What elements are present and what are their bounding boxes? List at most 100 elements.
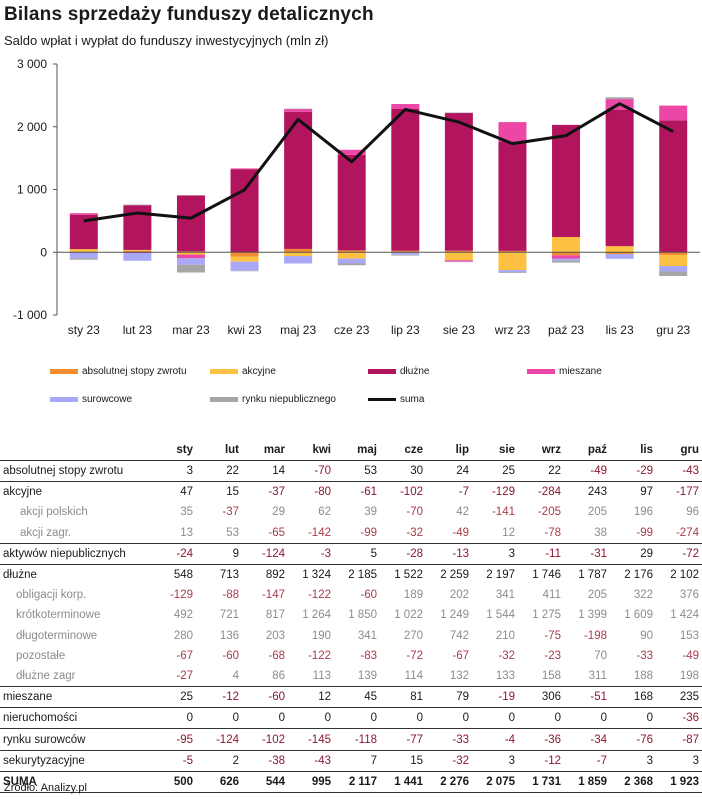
bar-absolutnej-stopy-zwrotu-6 bbox=[337, 250, 366, 253]
table-cell: 995 bbox=[288, 770, 334, 794]
bar-surowcowe-11 bbox=[605, 254, 634, 259]
legend-swatch bbox=[210, 397, 238, 402]
table-cell: 205 bbox=[587, 589, 607, 602]
table-cell: 376 bbox=[679, 589, 699, 602]
x-tick-label: paź 23 bbox=[548, 323, 584, 337]
table-cell: 544 bbox=[242, 770, 288, 794]
table-cell: 45 bbox=[334, 686, 380, 708]
table-cell: -72 bbox=[656, 542, 702, 565]
table-cell: -49 bbox=[452, 526, 469, 539]
table-row: krótkoterminowe 492 721 817 1 264 1 850 1 022 1… bbox=[0, 605, 702, 625]
bar-d-u-ne-10 bbox=[552, 124, 581, 238]
table-row: absolutnej stopy zwrotu 3 22 14 -70 53 30 24 25 2… bbox=[0, 459, 702, 482]
bar-d-u-ne-3 bbox=[176, 195, 205, 252]
column-header: sie bbox=[499, 444, 515, 456]
header-corner bbox=[0, 440, 150, 461]
table-cell: -13 bbox=[426, 542, 472, 565]
table-cell: 1 746 bbox=[518, 563, 564, 586]
table-cell: 3 bbox=[472, 749, 518, 772]
table-cell: 713 bbox=[196, 563, 242, 586]
table-cell: 25 bbox=[472, 459, 518, 482]
legend-label: absolutnej stopy zwrotu bbox=[82, 366, 187, 377]
series-line-suma bbox=[83, 102, 674, 223]
table-cell: 24 bbox=[426, 459, 472, 482]
legend-label: suma bbox=[400, 394, 425, 405]
table-cell: -75 bbox=[544, 629, 561, 642]
table-cell: -67 bbox=[452, 649, 469, 662]
bar-akcyjne-5 bbox=[284, 252, 313, 257]
bar-akcyjne-6 bbox=[337, 252, 366, 259]
table-cell: -118 bbox=[334, 728, 380, 751]
table-cell: 29 bbox=[272, 506, 285, 519]
table-cell: -37 bbox=[242, 481, 288, 503]
table-row: dłużne 548 713 892 1 324 2 185 1 522 2 259 2 197… bbox=[0, 563, 702, 586]
table-cell: 39 bbox=[364, 506, 377, 519]
table-cell: 1 731 bbox=[518, 770, 564, 794]
table-cell: -78 bbox=[544, 526, 561, 539]
bar-rynku-niepublicznego-9 bbox=[498, 272, 527, 274]
table-cell: 2 197 bbox=[472, 563, 518, 586]
table-cell: 2 176 bbox=[610, 563, 656, 586]
bar-absolutnej-stopy-zwrotu-9 bbox=[498, 250, 527, 253]
table-cell: 133 bbox=[495, 669, 515, 682]
row-label: aktywów niepublicznych bbox=[0, 542, 150, 565]
table-cell: -33 bbox=[636, 649, 653, 662]
legend-swatch bbox=[368, 369, 396, 374]
column-header: gru bbox=[680, 444, 699, 456]
bar-d-u-ne-4 bbox=[230, 169, 259, 253]
table-row: akcji zagr. 13 53 -65 -142 -99 -32 -49 12 -78 38 -9… bbox=[0, 523, 702, 544]
table-cell: -67 bbox=[176, 649, 193, 662]
table-cell: 3 bbox=[656, 749, 702, 772]
bar-absolutnej-stopy-zwrotu-4 bbox=[230, 252, 259, 257]
bar-d-u-ne-6 bbox=[337, 154, 366, 251]
table-cell: -34 bbox=[564, 728, 610, 751]
table-cell: -122 bbox=[307, 589, 331, 602]
legend-label: rynku niepublicznego bbox=[242, 394, 336, 405]
table-cell: 243 bbox=[564, 481, 610, 503]
table-cell: 22 bbox=[196, 459, 242, 482]
table-cell: 53 bbox=[334, 459, 380, 482]
table-cell: 0 bbox=[196, 707, 242, 729]
table-cell: 2 075 bbox=[472, 770, 518, 794]
table-cell: -284 bbox=[518, 481, 564, 503]
table-cell: 96 bbox=[686, 506, 699, 519]
table-cell: 341 bbox=[495, 589, 515, 602]
table-cell: 196 bbox=[633, 506, 653, 519]
column-header: maj bbox=[357, 444, 377, 456]
bar-rynku-niepublicznego-5 bbox=[284, 108, 313, 110]
table-cell: 1 923 bbox=[656, 770, 702, 794]
table-cell: 9 bbox=[196, 542, 242, 565]
table-cell: 3 bbox=[150, 459, 196, 482]
table-cell: -99 bbox=[636, 526, 653, 539]
table-cell: 158 bbox=[541, 669, 561, 682]
bar-rynku-niepublicznego-10 bbox=[552, 260, 581, 263]
row-label: obligacji korp. bbox=[16, 589, 87, 602]
bar-d-u-ne-11 bbox=[605, 109, 634, 247]
table-cell: 210 bbox=[495, 629, 515, 642]
table-cell: 306 bbox=[518, 686, 564, 708]
table-cell: -38 bbox=[242, 749, 288, 772]
bar-mieszane-7 bbox=[391, 104, 420, 109]
table-cell: 79 bbox=[426, 686, 472, 708]
row-label: rynku surowców bbox=[0, 728, 150, 751]
table-cell: 53 bbox=[226, 526, 239, 539]
table-cell: 1 544 bbox=[486, 609, 515, 622]
table-cell: -37 bbox=[222, 506, 239, 519]
column-header: lut bbox=[224, 444, 239, 456]
legend-item-akcyjne: akcyjne bbox=[210, 366, 276, 377]
bar-mieszane-10 bbox=[552, 255, 581, 259]
table-cell: -83 bbox=[360, 649, 377, 662]
table-cell: -99 bbox=[360, 526, 377, 539]
table-cell: 1 424 bbox=[670, 609, 699, 622]
table-cell: -33 bbox=[426, 728, 472, 751]
x-tick-label: wrz 23 bbox=[494, 323, 531, 337]
bar-mieszane-3 bbox=[176, 254, 205, 259]
table-body: absolutnej stopy zwrotu 3 22 14 -70 53 30 24 25 2… bbox=[0, 459, 702, 794]
table-cell: -7 bbox=[426, 481, 472, 503]
bar-surowcowe-5 bbox=[284, 256, 313, 264]
table-cell: 1 859 bbox=[564, 770, 610, 794]
row-label: nieruchomości bbox=[0, 707, 150, 729]
table-cell: 0 bbox=[610, 707, 656, 729]
table-cell: 1 399 bbox=[578, 609, 607, 622]
bar-absolutnej-stopy-zwrotu-5 bbox=[284, 248, 313, 253]
